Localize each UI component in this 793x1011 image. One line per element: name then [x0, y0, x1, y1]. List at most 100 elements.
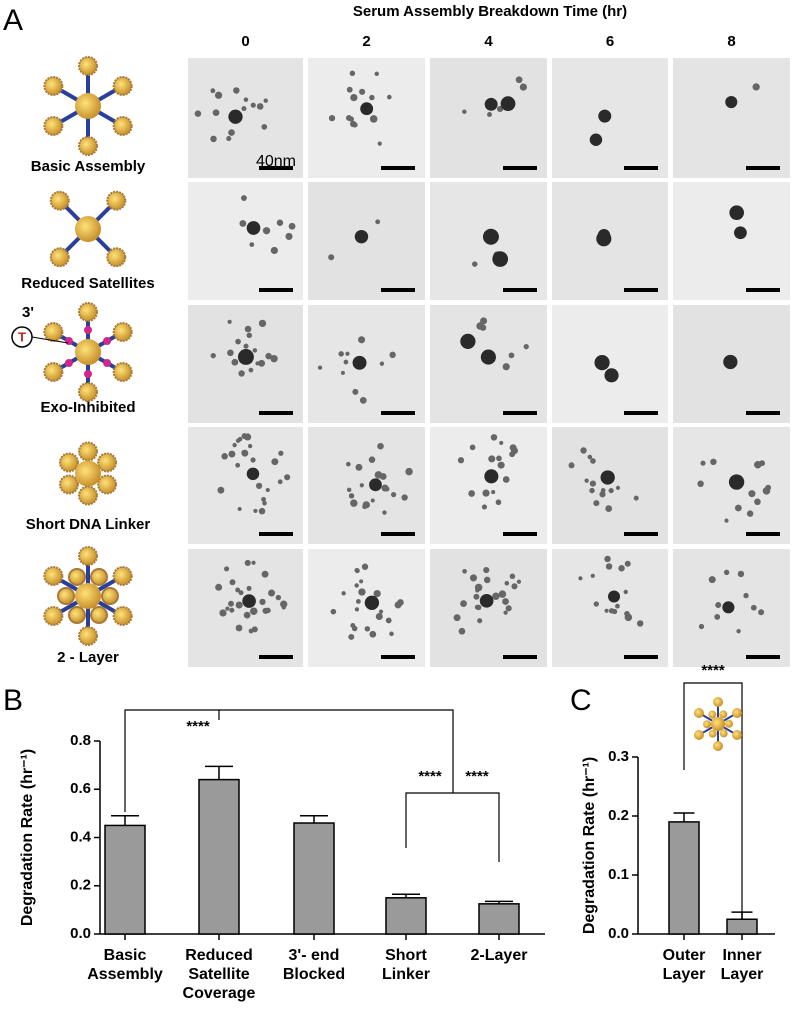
satellite: [112, 76, 133, 96]
tem-satellite: [499, 440, 504, 445]
tem-satellite: [238, 370, 245, 377]
tem-satellite: [212, 109, 220, 117]
tem-satellite: [462, 109, 467, 114]
tem-satellite: [258, 359, 266, 367]
x-tick-label: 2-Layer: [471, 947, 528, 964]
tem-satellite: [237, 436, 243, 442]
tem-satellite: [227, 319, 232, 324]
tem-satellite: [462, 568, 467, 574]
tem-satellite: [210, 135, 217, 143]
tem-core: [604, 368, 619, 383]
y-tick-label: 0.2: [608, 807, 629, 824]
satellite: [43, 322, 64, 342]
x-tick-label: Outer: [663, 947, 706, 964]
tem-satellite: [248, 367, 254, 373]
satellite: [97, 474, 118, 495]
tem-satellite: [235, 587, 241, 593]
tem-satellite: [615, 603, 620, 609]
satellite: [43, 566, 64, 586]
time-label: 2: [362, 33, 370, 50]
tem-satellite: [221, 453, 228, 460]
scale-bar: [624, 288, 658, 292]
tem-satellite: [490, 434, 498, 441]
tem-satellite: [754, 498, 761, 506]
tem-satellite: [375, 612, 383, 620]
tem-satellite: [587, 454, 593, 460]
tem-satellite: [589, 487, 595, 494]
tem-satellite: [508, 352, 515, 359]
tem-core: [364, 595, 380, 610]
tem-satellite: [375, 219, 381, 225]
satellite: [43, 116, 64, 136]
x-tick-label: Coverage: [183, 985, 256, 1002]
tem-satellite: [268, 589, 276, 597]
tem-satellite: [457, 457, 465, 464]
tem-satellite: [261, 570, 269, 578]
tem-satellite: [345, 351, 350, 356]
tem-satellite: [359, 88, 366, 95]
tem-satellite: [593, 601, 599, 607]
tem-core: [482, 228, 499, 245]
inner-satellite: [68, 606, 86, 625]
tem-satellite: [261, 496, 266, 502]
tem-satellite: [235, 338, 241, 345]
tem-satellite: [509, 444, 517, 452]
core: [75, 216, 101, 242]
tem-satellite: [210, 352, 216, 359]
satellite: [112, 116, 133, 136]
satellite: [78, 626, 98, 646]
tem-satellite: [580, 447, 587, 454]
tem-satellite: [608, 608, 615, 614]
tem-satellite: [369, 630, 377, 638]
tem-satellite: [370, 498, 375, 503]
tem-satellite: [249, 607, 258, 615]
scale-bar: [381, 655, 415, 659]
tem-satellite: [285, 232, 293, 240]
tem-satellite: [243, 97, 249, 102]
annotation: ****: [186, 718, 210, 735]
inset-satellite: [693, 730, 704, 740]
tem-satellite: [604, 555, 611, 563]
tem-satellite: [473, 593, 480, 600]
satellite: [106, 247, 127, 268]
tem-satellite: [228, 600, 234, 607]
tem-satellite: [469, 574, 478, 582]
tem-core: [600, 470, 615, 485]
satellite: [78, 485, 98, 506]
x-tick-label: Assembly: [87, 966, 163, 983]
tem-satellite: [697, 480, 704, 488]
inset-satellite: [713, 741, 723, 751]
tem-satellite: [734, 504, 742, 512]
row-label: Reduced Satellites: [21, 275, 154, 292]
satellite: [97, 452, 118, 473]
tem-satellite: [219, 609, 227, 617]
tem-satellite: [491, 490, 496, 495]
tem-core: [228, 109, 243, 124]
inner-satellite: [101, 587, 119, 605]
satellite: [78, 56, 98, 76]
tem-satellite: [377, 141, 382, 146]
bar: [478, 903, 520, 935]
tem-satellite: [714, 614, 721, 620]
y-tick-label: 0.8: [70, 732, 91, 749]
tem-satellite: [624, 610, 630, 617]
inset-core: [711, 717, 725, 731]
tem-satellite: [476, 322, 484, 330]
satellite: [78, 546, 98, 566]
tem-satellite: [359, 396, 367, 404]
tem-satellite: [237, 507, 242, 512]
exo-mark: T: [18, 329, 26, 344]
satellite: [43, 76, 64, 96]
scale-bar: [624, 532, 658, 536]
x-tick-label: 3'- end: [289, 947, 340, 964]
tem-satellite: [265, 487, 270, 493]
tem-core: [480, 349, 496, 365]
tem-satellite: [369, 115, 378, 123]
tem-satellite: [233, 87, 240, 94]
tem-satellite: [389, 351, 396, 359]
tem-satellite: [502, 476, 510, 483]
y-tick-label: 0.3: [608, 748, 629, 765]
tem-satellite: [358, 588, 366, 596]
tem-satellite: [605, 563, 613, 570]
tem-image: [552, 305, 668, 423]
